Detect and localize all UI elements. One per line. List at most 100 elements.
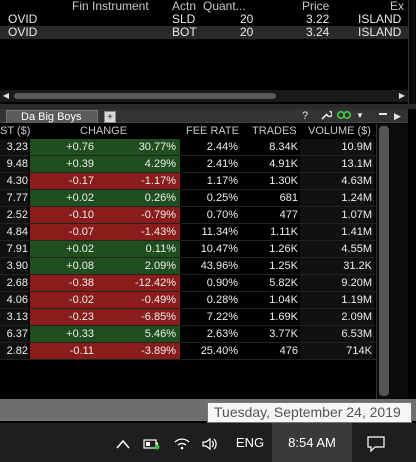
clock[interactable]: 8:54 AM xyxy=(272,423,352,462)
table-row[interactable]: 6.37 +0.33 5.46% 2.63% 3.77K 6.53M xyxy=(0,326,376,343)
notification-icon[interactable] xyxy=(358,423,394,462)
table-row[interactable]: 2.82 -0.11 -3.89% 25.40% 476 714K xyxy=(0,343,376,360)
scanner-grid: 3.23 +0.76 30.77% 2.44% 8.34K 10.9M 9.48 +0.39 4… xyxy=(0,139,376,360)
cell-change: +0.02 xyxy=(30,241,100,257)
trades-vertical-scrollbar[interactable] xyxy=(408,0,416,104)
scroll-left-icon[interactable]: ◀ xyxy=(2,91,10,100)
col-change[interactable]: CHANGE xyxy=(80,125,128,137)
cell-volume: 4.63M xyxy=(300,173,374,189)
cell-fee-rate: 43.96% xyxy=(200,260,238,272)
cell-change: -0.10 xyxy=(30,207,100,223)
cell-change: -0.17 xyxy=(30,173,100,189)
table-row[interactable]: 3.13 -0.23 -6.85% 7.22% 1.69K 2.09M xyxy=(0,309,376,326)
table-row[interactable]: 9.48 +0.39 4.29% 2.41% 4.91K 13.1M xyxy=(0,156,376,173)
wrench-icon[interactable] xyxy=(320,109,333,123)
scroll-right-icon[interactable]: ▶ xyxy=(398,91,406,100)
pane-divider[interactable] xyxy=(0,104,416,109)
cell-trades: 477 xyxy=(279,209,298,221)
table-row[interactable]: 4.84 -0.07 -1.43% 11.34% 1.11K 1.41M xyxy=(0,224,376,241)
cell-last-price: 4.06 xyxy=(0,292,28,308)
cell-fee-rate: 0.90% xyxy=(206,277,238,289)
cell-volume: 4.55M xyxy=(300,241,374,257)
col-trades[interactable]: TRADES xyxy=(252,125,297,137)
cell-last-price: 7.77 xyxy=(0,190,28,206)
cell-trades: 681 xyxy=(279,192,298,204)
trade-action: SLD xyxy=(172,12,196,26)
table-row[interactable]: 2.68 -0.38 -12.42% 0.90% 5.82K 9.20M xyxy=(0,275,376,292)
trade-row[interactable]: OVID SLD 20 3.22 ISLAND xyxy=(0,13,408,26)
table-row[interactable]: 4.06 -0.02 -0.49% 0.28% 1.04K 1.19M xyxy=(0,292,376,309)
table-row[interactable]: 7.77 +0.02 0.26% 0.25% 681 1.24M xyxy=(0,190,376,207)
col-volume[interactable]: VOLUME ($) xyxy=(308,125,371,137)
cell-volume: 10.9M xyxy=(300,139,374,155)
trade-quantity: 20 xyxy=(240,25,254,39)
trade-price: 3.24 xyxy=(306,25,330,39)
col-last-price[interactable]: ST ($) xyxy=(0,125,31,137)
date-tooltip: Tuesday, September 24, 2019 xyxy=(207,402,412,423)
cell-change: +0.33 xyxy=(30,326,100,342)
cell-last-price: 2.82 xyxy=(0,343,28,359)
cell-trades: 8.34K xyxy=(269,141,298,153)
cell-fee-rate: 2.63% xyxy=(206,328,238,340)
cell-trades: 1.69K xyxy=(269,311,298,323)
speaker-icon[interactable] xyxy=(198,423,222,462)
col-action[interactable]: Actn xyxy=(172,0,197,13)
add-tab-button[interactable]: + xyxy=(104,111,116,123)
language-indicator[interactable]: ENG xyxy=(235,435,265,450)
col-fin-instrument[interactable]: Fin Instrument xyxy=(72,0,149,13)
cell-last-price: 7.91 xyxy=(0,241,28,257)
scanner-window: Da Big Boys + ? ▼ ▶ ST ($) CHANGE FEE RA… xyxy=(0,109,408,399)
cell-change: +0.76 xyxy=(30,139,100,155)
trades-header: Fin Instrument Actn Quant... Price Ex xyxy=(0,0,408,13)
cell-last-price: 4.84 xyxy=(0,224,28,240)
dropdown-arrow-icon[interactable]: ▼ xyxy=(356,111,364,120)
cell-change: -0.11 xyxy=(30,343,100,359)
trade-exchange: ISLAND xyxy=(358,12,402,26)
table-row[interactable]: 4.30 -0.17 -1.17% 1.17% 1.30K 4.63M xyxy=(0,173,376,190)
cell-change-percent: -1.17% xyxy=(100,173,180,189)
table-row[interactable]: 2.52 -0.10 -0.79% 0.70% 477 1.07M xyxy=(0,207,376,224)
cell-volume: 6.53M xyxy=(300,326,374,342)
cell-volume: 714K xyxy=(300,343,374,359)
cell-change-percent: -0.49% xyxy=(100,292,180,308)
cell-volume: 1.24M xyxy=(300,190,374,206)
cell-fee-rate: 2.44% xyxy=(206,141,238,153)
cell-fee-rate: 11.34% xyxy=(201,226,239,238)
col-price[interactable]: Price xyxy=(302,0,330,13)
cell-change-percent: 2.09% xyxy=(100,258,180,274)
cell-volume: 9.20M xyxy=(300,275,374,291)
scroll-thumb[interactable] xyxy=(14,93,276,99)
cell-trades: 476 xyxy=(279,345,298,357)
table-row[interactable]: 3.90 +0.08 2.09% 43.96% 1.25K 31.2K xyxy=(0,258,376,275)
cell-volume: 1.19M xyxy=(300,292,374,308)
cell-change: -0.23 xyxy=(30,309,100,325)
wifi-icon[interactable] xyxy=(170,423,194,462)
battery-icon[interactable] xyxy=(140,423,164,462)
scanner-vertical-scrollbar[interactable] xyxy=(376,124,408,399)
trade-row[interactable]: OVID BOT 20 3.24 ISLAND xyxy=(0,26,408,39)
col-fee-rate[interactable]: FEE RATE xyxy=(186,125,239,137)
cell-last-price: 4.30 xyxy=(0,173,28,189)
trade-quantity: 20 xyxy=(240,12,254,26)
cell-change-percent: -12.42% xyxy=(100,275,180,291)
tab-da-big-boys[interactable]: Da Big Boys xyxy=(6,110,98,123)
help-icon[interactable]: ? xyxy=(302,110,309,122)
cell-change-percent: -0.79% xyxy=(100,207,180,223)
trades-horizontal-scrollbar[interactable]: ◀ ▶ xyxy=(0,90,408,102)
cell-trades: 5.82K xyxy=(269,277,298,289)
trade-price: 3.22 xyxy=(306,12,330,26)
scroll-right-icon[interactable]: ▶ xyxy=(394,111,401,121)
link-icon[interactable] xyxy=(336,109,352,123)
col-quantity[interactable]: Quant... xyxy=(203,0,246,13)
cell-change: +0.39 xyxy=(30,156,100,172)
table-row[interactable]: 3.23 +0.76 30.77% 2.44% 8.34K 10.9M xyxy=(0,139,376,156)
scroll-thumb[interactable] xyxy=(379,126,389,396)
col-exchange[interactable]: Ex xyxy=(390,0,405,13)
table-row[interactable]: 7.91 +0.02 0.11% 10.47% 1.26K 4.55M xyxy=(0,241,376,258)
trade-symbol: OVID xyxy=(8,25,38,39)
cell-last-price: 3.90 xyxy=(0,258,28,274)
chevron-up-icon[interactable] xyxy=(112,423,134,462)
minimize-icon[interactable] xyxy=(378,109,388,123)
cell-fee-rate: 0.70% xyxy=(206,209,238,221)
